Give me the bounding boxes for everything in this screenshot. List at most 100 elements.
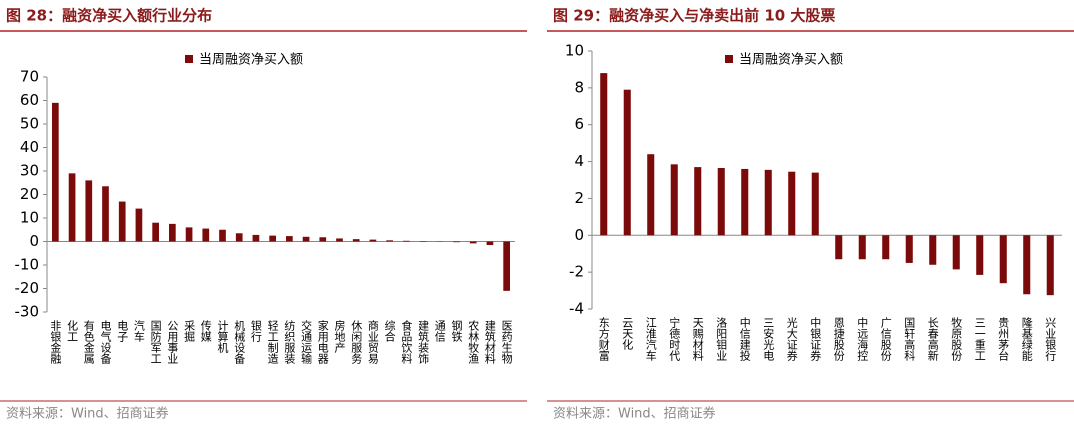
x-tick-label: 综合: [383, 319, 396, 342]
x-tick-label: 有色金属: [82, 319, 95, 365]
x-tick-label: 国防军工: [149, 320, 162, 364]
bar: [1023, 235, 1031, 295]
bar: [453, 241, 460, 243]
bar: [386, 240, 393, 242]
x-tick-label: 恩捷股份: [832, 317, 845, 362]
bar: [252, 234, 260, 242]
y-tick-label: 10: [565, 42, 584, 60]
bar: [999, 235, 1007, 284]
chart-title: 图 28：融资净买入额行业分布: [6, 7, 212, 25]
bar: [905, 235, 913, 263]
x-tick-label: 宁德时代: [668, 316, 681, 362]
x-tick-label: 机械设备: [233, 319, 246, 365]
y-tick-label: 60: [20, 91, 39, 109]
y-tick-label: 30: [20, 162, 39, 180]
bar: [169, 223, 176, 242]
legend-label: 当周融资净买入额: [199, 53, 303, 68]
y-tick-label: 6: [574, 115, 584, 133]
x-tick-label: 电子: [116, 320, 129, 342]
x-tick-label: 长春高新: [926, 317, 939, 361]
bar: [670, 164, 678, 236]
x-tick-label: 中信建投: [738, 317, 751, 362]
x-tick-label: 化工: [66, 319, 79, 342]
bar: [68, 173, 76, 242]
bar: [835, 235, 843, 260]
x-tick-label: 东方财富: [597, 317, 610, 362]
y-tick-label: 0: [29, 232, 39, 250]
source-note: 资料来源：Wind、招商证券: [6, 406, 169, 422]
bar: [152, 222, 159, 242]
bar: [882, 235, 890, 260]
x-tick-label: 天赐材料: [691, 317, 704, 362]
bar: [102, 186, 109, 242]
x-tick-label: 三一重工: [973, 317, 986, 361]
x-tick-label: 国轩高科: [903, 317, 916, 361]
x-tick-label: 交通运输: [300, 319, 313, 365]
chart-title: 图 29：融资净买入与净卖出前 10 大股票: [553, 7, 835, 25]
bar: [235, 233, 243, 242]
bar: [647, 154, 655, 236]
x-tick-label: 钢铁: [450, 320, 463, 342]
bar: [811, 172, 819, 236]
x-tick-label: 洛阳钼业: [715, 316, 728, 361]
legend-swatch: [725, 55, 733, 63]
y-tick-label: 2: [574, 189, 584, 207]
bar: [503, 241, 510, 291]
y-tick-label: 8: [574, 78, 584, 96]
x-tick-label: 建筑装饰: [417, 319, 430, 364]
x-tick-label: 传媒: [199, 320, 212, 343]
y-tick-label: -30: [15, 303, 40, 321]
bar: [764, 169, 772, 236]
bar: [185, 227, 193, 242]
bar: [118, 201, 126, 242]
x-tick-label: 汽车: [132, 319, 145, 343]
x-tick-label: 采掘: [183, 320, 196, 343]
x-tick-label: 云天化: [621, 317, 634, 351]
x-tick-label: 建筑材料: [483, 319, 496, 365]
x-tick-label: 公用事业: [166, 320, 179, 364]
bar: [486, 241, 494, 246]
bar: [788, 171, 796, 236]
x-tick-label: 计算机: [216, 320, 229, 353]
bar: [694, 167, 702, 236]
y-tick-label: 40: [20, 138, 39, 156]
bar: [202, 228, 210, 242]
bar: [952, 235, 960, 270]
x-tick-label: 兴业银行: [1044, 317, 1057, 362]
bar: [52, 102, 59, 242]
x-tick-label: 食品饮料: [400, 319, 413, 365]
x-tick-label: 纺织服装: [283, 319, 296, 365]
bar: [600, 73, 608, 236]
bar: [269, 235, 276, 242]
bar: [929, 235, 937, 265]
bar: [336, 238, 343, 242]
legend-label: 当周融资净买入额: [739, 53, 843, 68]
y-tick-label: -4: [569, 300, 584, 318]
x-tick-label: 医药生物: [500, 320, 513, 364]
bar: [219, 229, 226, 242]
bar: [717, 168, 725, 236]
y-tick-label: -2: [569, 263, 584, 281]
x-tick-label: 农林牧渔: [467, 319, 480, 365]
bar: [135, 208, 143, 242]
bar: [469, 241, 477, 244]
x-tick-label: 贵州茅台: [997, 317, 1010, 361]
bar: [976, 235, 984, 275]
x-tick-label: 轻工制造: [266, 319, 279, 364]
y-tick-label: 20: [20, 185, 39, 203]
x-tick-label: 隆基绿能: [1020, 316, 1033, 362]
x-tick-label: 休闲服务: [350, 320, 363, 364]
bar: [403, 240, 410, 242]
x-tick-label: 中远海控: [856, 317, 869, 361]
y-tick-label: 70: [20, 68, 39, 86]
x-tick-label: 银行: [249, 319, 262, 343]
x-tick-label: 房地产: [333, 320, 346, 354]
x-tick-label: 家用电器: [316, 319, 329, 365]
bar: [302, 236, 310, 242]
x-tick-label: 通信: [433, 320, 446, 343]
y-tick-label: -20: [15, 279, 40, 297]
bar: [1046, 235, 1054, 296]
y-tick-label: 4: [574, 152, 584, 170]
bar: [319, 237, 327, 242]
